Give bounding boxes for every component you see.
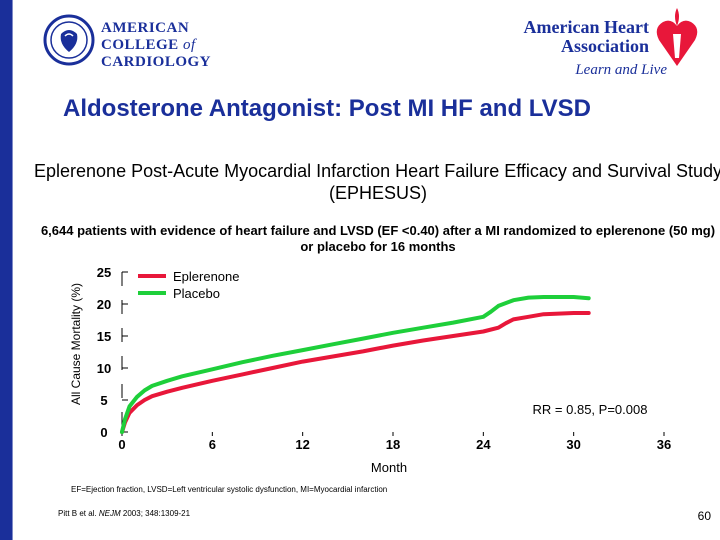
y-tick-label: 15 [97, 329, 111, 344]
series-line-eplerenone [120, 311, 591, 434]
x-tick-label: 24 [476, 437, 491, 452]
aha-logo-text: American Heart Association [523, 17, 649, 56]
y-tick-label: 0 [100, 425, 107, 440]
slide-title: Aldosterone Antagonist: Post MI HF and L… [63, 95, 591, 122]
legend-label: Placebo [173, 286, 220, 301]
legend-label: Eplerenone [173, 269, 240, 284]
x-tick-label: 0 [118, 437, 125, 452]
y-tick-label: 5 [100, 393, 107, 408]
y-tick-label: 20 [97, 297, 111, 312]
page-number: 60 [697, 509, 711, 523]
aha-tagline: Learn and Live [575, 62, 667, 78]
acc-seal-icon [43, 14, 95, 66]
study-description: 6,644 patients with evidence of heart fa… [40, 223, 716, 254]
aha-logo: American Heart Association Learn and Liv… [507, 4, 707, 84]
acc-logo: AMERICAN COLLEGE of CARDIOLOGY [43, 14, 223, 74]
reference: Pitt B et al. NEJM 2003; 348:1309-21 [58, 509, 191, 518]
x-axis-label: Month [371, 460, 407, 475]
heart-torch-icon [656, 8, 698, 67]
rr-annotation: RR = 0.85, P=0.008 [533, 402, 648, 417]
y-axis-label: All Cause Mortality (%) [69, 283, 83, 405]
slide-subtitle: Eplerenone Post-Acute Myocardial Infarct… [34, 161, 720, 203]
acc-logo-text: AMERICAN COLLEGE of CARDIOLOGY [101, 20, 212, 70]
x-tick-label: 6 [209, 437, 216, 452]
x-tick-label: 18 [386, 437, 400, 452]
slide: AMERICAN COLLEGE of CARDIOLOGY American … [12, 0, 720, 540]
footnote: EF=Ejection fraction, LVSD=Left ventricu… [71, 485, 388, 494]
x-tick-label: 36 [657, 437, 671, 452]
x-tick-label: 30 [566, 437, 580, 452]
series-line-placebo [120, 295, 591, 434]
y-tick-label: 10 [97, 361, 111, 376]
x-tick-label: 12 [295, 437, 309, 452]
y-tick-label: 25 [97, 265, 111, 280]
